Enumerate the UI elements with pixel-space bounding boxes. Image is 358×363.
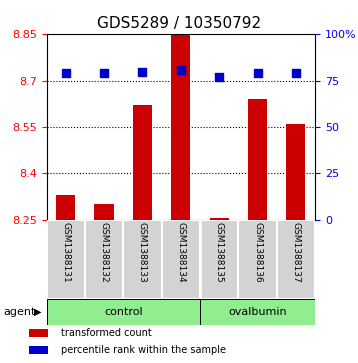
Bar (56, 195, 75, 220)
Point (101, 70, 107, 76)
Bar (123, 220, 161, 299)
Point (216, 74, 222, 80)
Text: GSM1388136: GSM1388136 (253, 222, 262, 283)
Text: percentile rank within the sample: percentile rank within the sample (61, 345, 226, 355)
Bar (209, 218, 229, 220)
Point (63, 70, 69, 76)
Bar (200, 220, 238, 299)
Point (255, 70, 260, 76)
Point (140, 69, 145, 74)
Text: ovalbumin: ovalbumin (228, 307, 287, 317)
Text: agent: agent (4, 307, 36, 317)
Bar (200, 299, 315, 325)
Point (178, 67, 184, 73)
Bar (238, 220, 277, 299)
Bar (29, 346, 48, 354)
Text: GSM1388133: GSM1388133 (138, 222, 147, 283)
Bar (47, 299, 200, 325)
Text: GSM1388132: GSM1388132 (100, 222, 108, 283)
Bar (248, 99, 267, 220)
Point (293, 70, 299, 76)
Bar (95, 204, 114, 220)
Bar (133, 105, 152, 220)
Text: GSM1388137: GSM1388137 (291, 222, 300, 283)
Bar (277, 220, 315, 299)
Bar (85, 220, 123, 299)
Text: GDS5289 / 10350792: GDS5289 / 10350792 (97, 16, 261, 31)
Text: GSM1388134: GSM1388134 (176, 222, 185, 283)
Bar (29, 329, 48, 338)
Text: GSM1388131: GSM1388131 (61, 222, 70, 283)
Text: transformed count: transformed count (61, 328, 151, 338)
Bar (171, 19, 190, 220)
Text: ▶: ▶ (34, 307, 42, 317)
Bar (161, 220, 200, 299)
Text: control: control (104, 307, 142, 317)
Bar (47, 220, 85, 299)
Text: GSM1388135: GSM1388135 (215, 222, 224, 283)
Bar (286, 124, 305, 220)
